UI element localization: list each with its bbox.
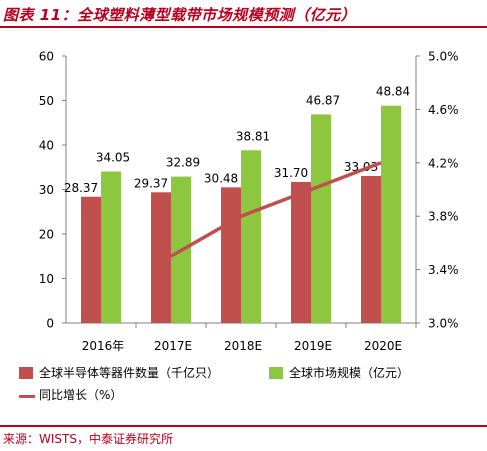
legend-swatch [19, 367, 33, 379]
bar-market-size [381, 105, 401, 323]
right-tick-label: 4.2% [428, 156, 459, 170]
bar-market-size [241, 150, 261, 323]
data-label: 28.37 [64, 181, 98, 195]
right-tick-label: 5.0% [428, 50, 459, 64]
left-tick-label: 60 [39, 50, 54, 64]
source-note: 来源：WISTS，中泰证券研究所 [3, 432, 173, 446]
data-label: 31.70 [274, 166, 308, 180]
data-label: 33.03 [344, 160, 378, 174]
data-label: 34.05 [96, 150, 130, 164]
x-tick-label: 2018E [224, 339, 262, 353]
x-tick-label: 2019E [294, 339, 332, 353]
bar-market-size [101, 171, 121, 323]
bar-devices [81, 196, 101, 323]
data-label: 38.81 [236, 129, 270, 143]
right-tick-label: 3.8% [428, 210, 459, 224]
right-tick-label: 4.6% [428, 103, 459, 117]
left-tick-label: 50 [39, 94, 54, 108]
left-tick-label: 30 [39, 183, 54, 197]
x-tick-label: 2020E [364, 339, 402, 353]
x-tick-label: 2016年 [82, 339, 125, 353]
bar-market-size [311, 114, 331, 323]
data-label: 48.84 [376, 85, 410, 99]
legend-swatch [19, 395, 35, 398]
bar-devices [151, 192, 171, 323]
legend-label: 全球半导体等器件数量（千亿只） [39, 366, 220, 380]
bar-devices [291, 181, 311, 323]
legend-label: 全球市场规模（亿元） [289, 366, 410, 380]
left-tick-label: 40 [39, 139, 54, 153]
bottom-rule [0, 425, 487, 427]
right-tick-label: 3.0% [428, 317, 459, 331]
data-label: 32.89 [166, 156, 200, 170]
growth-line [170, 161, 382, 258]
chart-title: 图表 11：全球塑料薄型载带市场规模预测（亿元） [3, 6, 357, 24]
data-label: 29.37 [134, 176, 168, 190]
legend-label: 同比增长（%） [39, 388, 123, 402]
bar-devices [361, 176, 381, 323]
x-tick-label: 2017E [154, 339, 192, 353]
title-bar: 图表 11：全球塑料薄型载带市场规模预测（亿元） [0, 0, 487, 28]
right-tick-label: 3.4% [428, 263, 459, 277]
left-tick-label: 0 [46, 317, 54, 331]
left-tick-label: 20 [39, 228, 54, 242]
left-tick-label: 10 [39, 272, 54, 286]
legend-swatch [269, 367, 283, 379]
bar-devices [221, 187, 241, 323]
data-label: 30.48 [204, 171, 238, 185]
chart-svg: 0 10 20 30 40 50 60 3.0% 3.4% 3.8% 4.2% 4.6% 5.0% 201… [39, 50, 459, 354]
data-label: 46.87 [306, 93, 340, 107]
